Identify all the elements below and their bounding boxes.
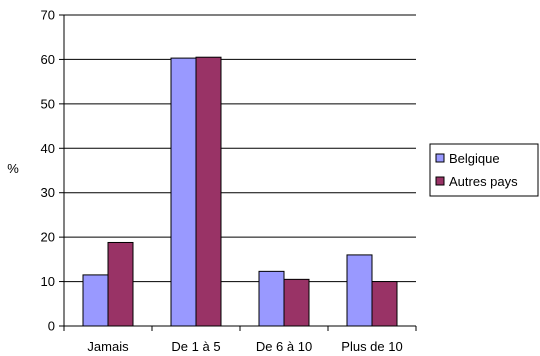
- bar: [346, 254, 373, 327]
- y-tick-label: 50: [41, 96, 55, 111]
- y-tick-label: 0: [48, 319, 55, 334]
- y-tick-label: 20: [41, 230, 55, 245]
- y-axis-label: %: [7, 161, 19, 176]
- y-axis-ticks: 0 10 20 30 40 50 60 70: [41, 8, 64, 334]
- bar: [195, 56, 222, 327]
- bars: [82, 56, 398, 327]
- y-tick-label: 40: [41, 141, 55, 156]
- bar: [170, 57, 197, 327]
- category-label: Plus de 10: [341, 339, 402, 354]
- legend-label: Autres pays: [449, 174, 518, 189]
- y-tick-label: 10: [41, 274, 55, 289]
- bar: [82, 274, 109, 327]
- legend: Belgique Autres pays: [429, 143, 539, 197]
- bar: [283, 278, 310, 327]
- category-label: De 1 à 5: [171, 339, 220, 354]
- category-label: De 6 à 10: [256, 339, 312, 354]
- legend-box: [429, 143, 539, 197]
- legend-swatch: [435, 153, 445, 163]
- category-label: Jamais: [87, 339, 129, 354]
- bar: [107, 241, 134, 327]
- y-tick-label: 60: [41, 52, 55, 67]
- x-axis-ticks: [63, 326, 417, 331]
- bar: [258, 270, 285, 327]
- legend-label: Belgique: [449, 151, 500, 166]
- y-tick-label: 70: [41, 8, 55, 23]
- gridlines: [64, 14, 416, 283]
- bar: [371, 281, 398, 327]
- category-labels: Jamais De 1 à 5 De 6 à 10 Plus de 10: [87, 339, 402, 354]
- y-tick-label: 30: [41, 185, 55, 200]
- legend-swatch: [435, 176, 445, 186]
